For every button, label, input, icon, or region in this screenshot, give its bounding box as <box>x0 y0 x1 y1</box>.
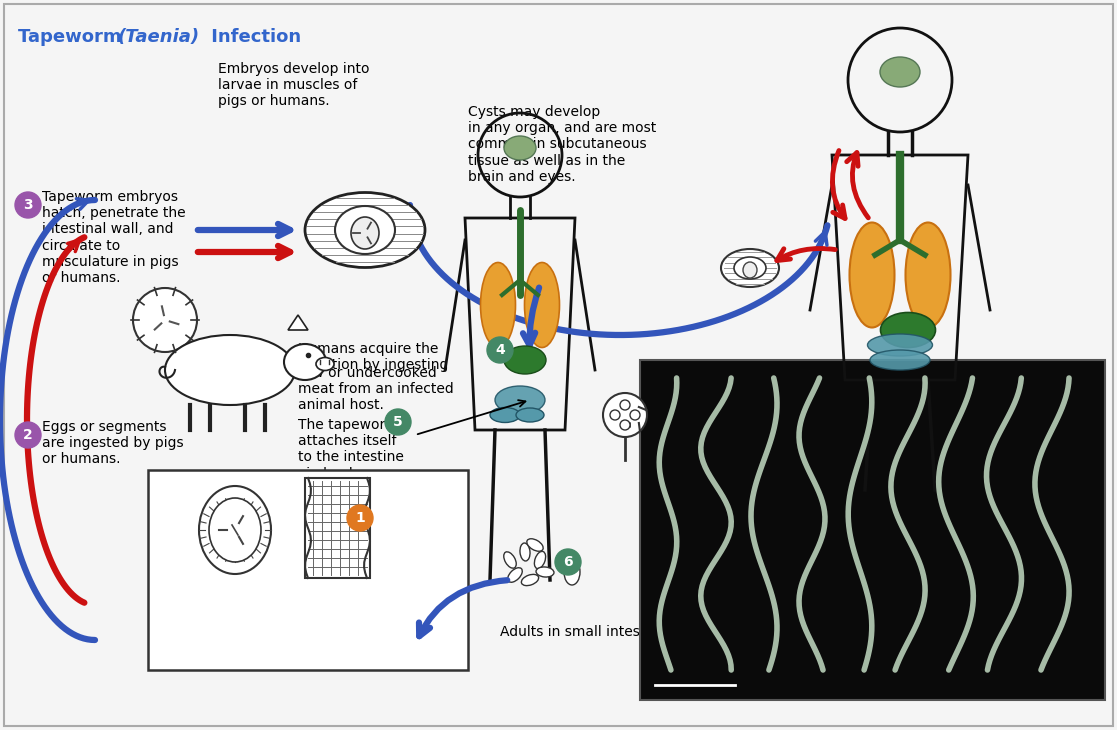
Circle shape <box>487 337 513 363</box>
Ellipse shape <box>720 249 779 287</box>
Ellipse shape <box>516 408 544 422</box>
Ellipse shape <box>480 263 516 347</box>
Ellipse shape <box>490 407 521 423</box>
Bar <box>640 360 1105 700</box>
Ellipse shape <box>351 217 379 249</box>
Text: 2: 2 <box>23 428 32 442</box>
Text: The tapeworm
attaches itself
to the intestine
via hooks on
the scolex.: The tapeworm attaches itself to the inte… <box>298 418 404 497</box>
FancyArrowPatch shape <box>198 224 290 236</box>
Ellipse shape <box>525 263 560 347</box>
FancyArrowPatch shape <box>832 150 846 218</box>
Polygon shape <box>288 315 308 330</box>
Text: Embryos develop into
larvae in muscles of
pigs or humans.: Embryos develop into larvae in muscles o… <box>218 62 370 108</box>
Ellipse shape <box>165 335 295 405</box>
Bar <box>305 478 370 578</box>
Ellipse shape <box>284 344 326 380</box>
Text: raw or undercooked
meat from an infected
animal host.: raw or undercooked meat from an infected… <box>298 366 454 412</box>
Text: Adults in small intestine: Adults in small intestine <box>500 625 667 639</box>
Bar <box>147 470 468 670</box>
Ellipse shape <box>199 486 271 574</box>
Text: Scolex: Scolex <box>630 420 676 434</box>
Ellipse shape <box>850 223 895 328</box>
Ellipse shape <box>880 312 936 347</box>
Ellipse shape <box>316 358 334 371</box>
Ellipse shape <box>209 498 261 562</box>
Circle shape <box>610 410 620 420</box>
Circle shape <box>555 549 581 575</box>
Ellipse shape <box>564 559 580 585</box>
Text: Tapeworm embryos
hatch, penetrate the
intestinal wall, and
circulate to
musculat: Tapeworm embryos hatch, penetrate the in… <box>42 190 185 285</box>
Ellipse shape <box>870 350 930 370</box>
Text: Eggs or segments
are ingested by pigs
or humans.: Eggs or segments are ingested by pigs or… <box>42 420 183 466</box>
Ellipse shape <box>522 575 538 585</box>
Ellipse shape <box>504 346 546 374</box>
Circle shape <box>603 393 647 437</box>
Circle shape <box>620 400 630 410</box>
Text: Cysts may develop
in any organ, and are most
common in subcutaneous
tissue as we: Cysts may develop in any organ, and are … <box>468 105 657 184</box>
Ellipse shape <box>527 539 543 551</box>
Ellipse shape <box>734 257 766 279</box>
Ellipse shape <box>906 223 951 328</box>
Circle shape <box>133 288 197 352</box>
Circle shape <box>347 505 373 531</box>
Circle shape <box>15 422 41 448</box>
Text: Humans acquire the
infection by ingesting: Humans acquire the infection by ingestin… <box>298 342 448 372</box>
Ellipse shape <box>508 568 523 583</box>
Ellipse shape <box>534 551 545 569</box>
Ellipse shape <box>504 136 536 160</box>
FancyArrowPatch shape <box>198 246 290 258</box>
Ellipse shape <box>519 543 531 561</box>
Circle shape <box>620 420 630 430</box>
Text: 5: 5 <box>393 415 403 429</box>
Ellipse shape <box>743 262 757 278</box>
Text: (Taenia): (Taenia) <box>118 28 200 46</box>
Text: 6: 6 <box>563 555 573 569</box>
Ellipse shape <box>495 386 545 414</box>
Text: 3: 3 <box>23 198 32 212</box>
Text: 1: 1 <box>355 511 365 525</box>
Circle shape <box>385 409 411 435</box>
Ellipse shape <box>335 206 395 254</box>
Text: 4: 4 <box>495 343 505 357</box>
Circle shape <box>630 410 640 420</box>
FancyArrowPatch shape <box>419 580 507 636</box>
Text: Infection: Infection <box>206 28 302 46</box>
FancyArrowPatch shape <box>777 248 836 261</box>
Ellipse shape <box>868 334 933 356</box>
Text: Eggs or tapeworm segments
in feces are passed into the
environment.: Eggs or tapeworm segments in feces are p… <box>168 560 367 607</box>
Ellipse shape <box>880 57 920 87</box>
Ellipse shape <box>305 193 424 267</box>
Text: Tapeworm: Tapeworm <box>18 28 127 46</box>
Ellipse shape <box>536 567 554 577</box>
FancyArrowPatch shape <box>523 288 540 345</box>
FancyArrowPatch shape <box>847 153 868 218</box>
Ellipse shape <box>504 552 516 568</box>
Circle shape <box>15 192 41 218</box>
